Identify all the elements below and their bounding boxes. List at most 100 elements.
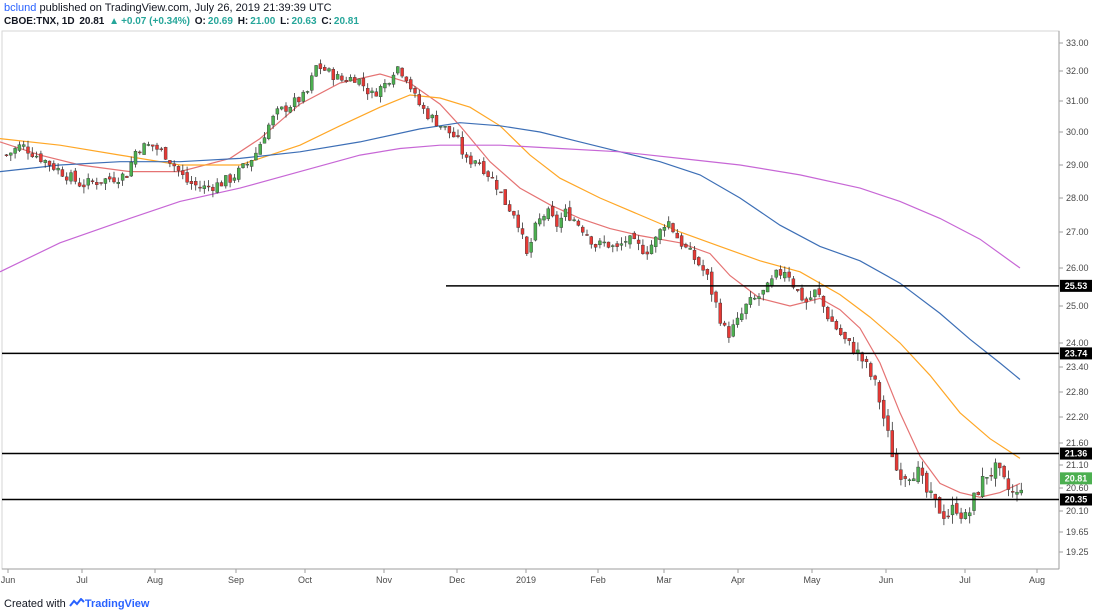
candle-body [60,169,65,177]
candle-body [585,234,589,236]
candle-body [826,307,830,320]
candle-body [649,244,654,255]
moving-averages [0,73,1021,498]
candle-body [434,115,439,127]
candle-body [894,453,899,471]
candle-body [667,221,671,228]
change-arrow-icon: ▲ [109,16,120,27]
time-tick-label: Aug [1029,575,1045,585]
candle-body [452,131,456,138]
candle-body [82,184,86,188]
candle-body [426,108,430,120]
candle-body [774,269,778,278]
price-tick-label: 22.80 [1066,387,1089,397]
candle-body [155,144,159,150]
time-axis-ticks[interactable]: Jun Jul Aug Sep Oct Nov Dec 2019 Feb Mar Apr May Jun… [1,569,1045,585]
candle-body [241,163,245,168]
candle-body [903,476,907,479]
published-text: published on TradingView.com, July 26, 2… [39,2,332,14]
level-price-box [1060,493,1092,506]
last-price-box [1060,472,1092,485]
candle-body [396,66,400,74]
candle-body [236,167,241,180]
candle-body [778,269,783,276]
candle-body [744,303,748,314]
candle-body [305,91,310,93]
price-tick-label: 32.00 [1066,66,1089,76]
candle-body [90,180,95,182]
candle-body [262,137,267,144]
candle-body [1011,491,1015,493]
price-tick-label: 19.65 [1066,527,1089,537]
candle-body [133,151,138,165]
time-tick-label: Dec [449,575,466,585]
candle-body [353,77,357,83]
candle-body [503,189,507,205]
time-tick-label: May [803,575,821,585]
candle-body [757,296,761,299]
time-tick-label: Apr [731,575,745,585]
close-value: 20.81 [333,16,359,27]
candle-body [533,222,538,241]
time-tick-label: Mar [656,575,672,585]
candle-body [374,91,378,97]
candle-body [710,271,714,295]
candle-body [314,65,318,77]
candle-body [989,475,993,477]
candle-body [843,332,847,340]
candle-body [30,153,34,157]
horizontal-levels[interactable]: 25.53 23.74 21.36 20.35 [2,279,1092,506]
candle-body [181,170,185,175]
candle-body [447,125,452,134]
candle-body [851,341,856,354]
level-price-box [1060,279,1092,292]
price-tick-label: 24.00 [1066,338,1089,348]
candle-body [361,77,366,87]
candle-body [942,511,946,519]
candle-body [507,204,512,212]
candle-body [129,161,133,177]
candle-body [39,153,43,163]
candle-body [288,107,292,113]
candle-body [606,241,611,248]
candle-body [619,243,624,246]
candle-body [860,352,864,362]
candle-body [430,114,434,119]
candle-body [512,211,516,216]
open-label: O: [194,16,206,27]
tradingview-brand[interactable]: TradingView [84,598,150,610]
candle-body [404,76,409,82]
time-tick-label: 2019 [516,575,536,585]
author-link[interactable]: bclund [4,2,37,14]
candle-body [731,324,735,337]
candle-body [959,512,963,519]
candle-body [348,77,353,82]
candle-body [439,126,443,128]
candle-body [972,492,976,511]
candle-body [245,163,250,166]
high-value: 21.00 [250,16,276,27]
candle-body [636,239,641,244]
low-value: 20.63 [291,16,317,27]
candle-body [280,106,284,110]
candle-body [589,236,593,245]
candle-body [525,236,529,254]
candle-body [761,289,765,295]
candle-body [920,467,925,476]
candle-body [52,163,56,170]
candle-body [753,297,757,300]
candle-body [882,399,886,419]
candle-body [443,126,447,128]
level-price-label: 25.53 [1065,281,1088,291]
candle-body [357,78,361,85]
time-tick-label: Feb [590,575,606,585]
candle-body [112,177,116,183]
candle-body [159,148,164,150]
price-axis-ticks[interactable]: 33.00 32.00 31.00 30.00 29.00 28.00 27.00 26.00… [1059,38,1089,557]
candle-body [735,317,740,325]
candle-body [421,104,426,109]
candle-body [516,214,520,228]
candle-body [873,375,877,380]
candle-body [413,88,417,94]
